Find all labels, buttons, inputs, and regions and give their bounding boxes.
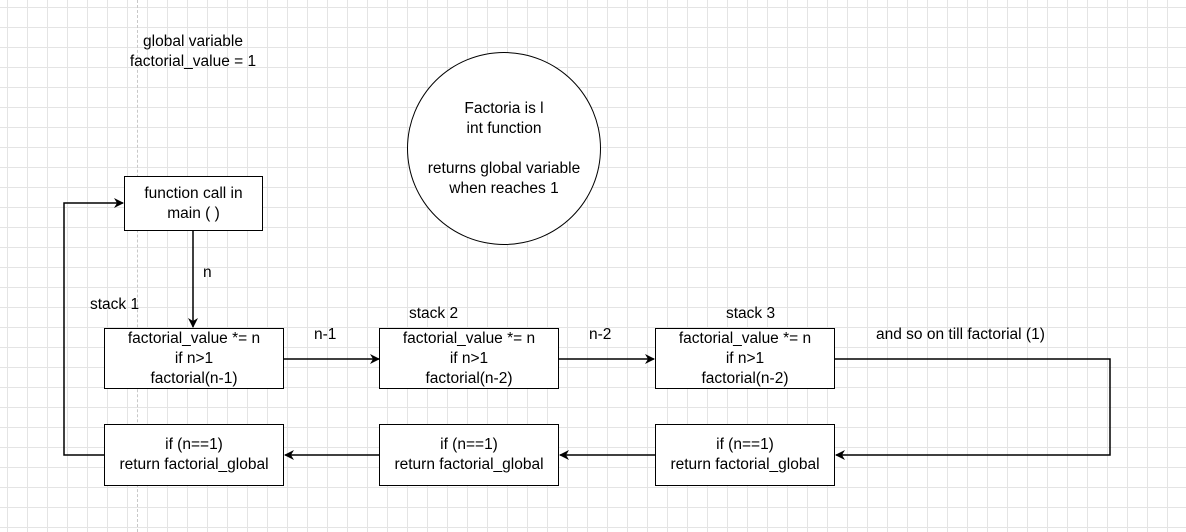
label-stack-3: stack 3 <box>726 305 776 322</box>
global-variable-note: global variable factorial_value = 1 <box>118 32 268 72</box>
stack-box-line3: factorial(n-1) <box>150 369 238 387</box>
arrow-return1-to-main <box>63 198 124 456</box>
return-box-line2: return factorial_global <box>670 456 820 473</box>
stack-box-2: factorial_value *= n if n>1 factorial(n-… <box>379 328 559 389</box>
note-circle: Factoria is l int function returns globa… <box>407 52 601 245</box>
stack-box-line3: factorial(n-2) <box>701 369 789 387</box>
label-stack-1: stack 1 <box>90 296 140 313</box>
stack-box-line2: if n>1 <box>725 349 765 367</box>
circle-line2: int function <box>466 119 542 137</box>
stack-box-line1: factorial_value *= n <box>678 329 812 347</box>
return-box-2: if (n==1) return factorial_global <box>379 424 559 486</box>
circle-line3: returns global variable <box>427 159 581 177</box>
return-box-1: if (n==1) return factorial_global <box>104 424 284 486</box>
vertical-guide-line <box>137 0 138 532</box>
label-n-minus-2: n-2 <box>589 326 612 343</box>
label-n: n <box>203 264 212 281</box>
main-function-call-box: function call in main ( ) <box>124 176 263 231</box>
arrow-stack3-to-return3 <box>834 358 1111 460</box>
return-box-line2: return factorial_global <box>394 456 544 473</box>
stack-box-3: factorial_value *= n if n>1 factorial(n-… <box>655 328 835 389</box>
stack-box-1: factorial_value *= n if n>1 factorial(n-… <box>104 328 284 389</box>
return-box-line1: if (n==1) <box>440 436 498 453</box>
return-box-line1: if (n==1) <box>716 436 774 453</box>
circle-line1: Factoria is l <box>464 99 544 117</box>
return-box-3: if (n==1) return factorial_global <box>655 424 835 486</box>
global-note-line1: global variable <box>143 33 243 50</box>
return-box-line2: return factorial_global <box>119 456 269 473</box>
label-and-so-on: and so on till factorial (1) <box>876 326 1045 343</box>
main-box-line1: function call in <box>144 184 243 202</box>
stack-box-line3: factorial(n-2) <box>425 369 513 387</box>
circle-line4: when reaches 1 <box>449 179 559 197</box>
stack-box-line1: factorial_value *= n <box>402 329 536 347</box>
stack-box-line1: factorial_value *= n <box>127 329 261 347</box>
stack-box-line2: if n>1 <box>174 349 214 367</box>
stack-box-line2: if n>1 <box>449 349 489 367</box>
main-box-line2: main ( ) <box>167 204 220 222</box>
global-note-line2: factorial_value = 1 <box>129 53 257 70</box>
label-stack-2: stack 2 <box>409 305 459 322</box>
label-n-minus-1: n-1 <box>314 326 337 343</box>
return-box-line1: if (n==1) <box>165 436 223 453</box>
